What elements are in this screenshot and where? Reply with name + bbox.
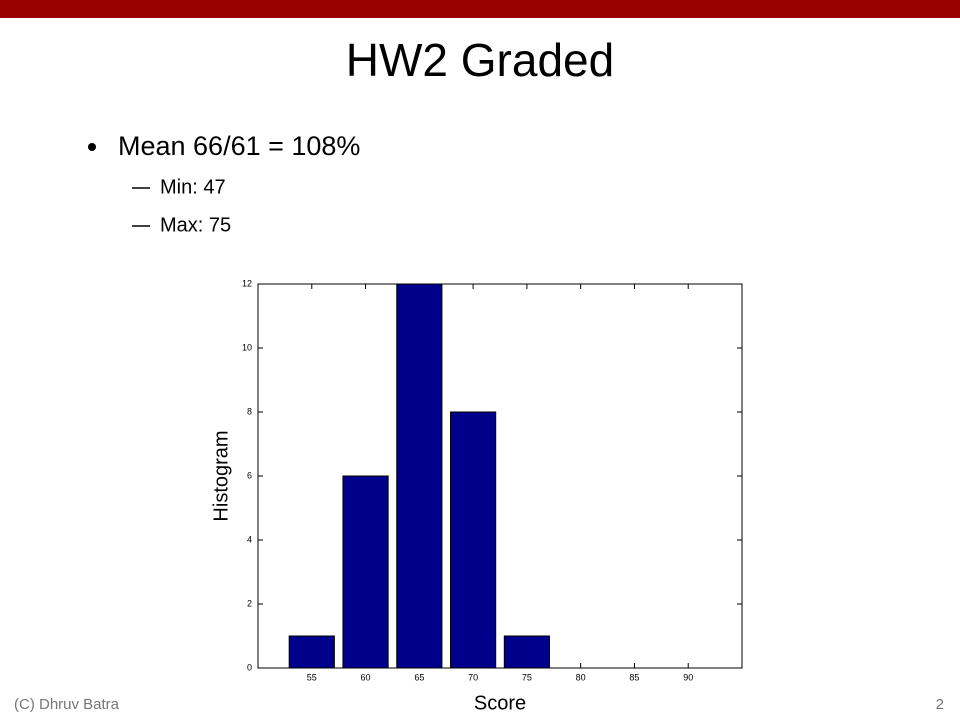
page-number: 2 <box>936 696 944 713</box>
sub-bullet: Min: 47 <box>160 176 226 198</box>
y-axis-label: Histogram <box>210 430 232 521</box>
x-tick-label: 70 <box>468 672 478 682</box>
slide-title: HW2 Graded <box>346 34 614 86</box>
y-tick-label: 0 <box>247 662 252 672</box>
x-tick-label: 85 <box>629 672 639 682</box>
x-tick-label: 80 <box>576 672 586 682</box>
y-tick-label: 12 <box>242 278 252 288</box>
y-tick-label: 8 <box>247 406 252 416</box>
bar <box>396 283 443 669</box>
bar <box>503 635 550 669</box>
sub-bullet: Max: 75 <box>160 214 231 236</box>
bar <box>288 635 335 669</box>
y-tick-label: 2 <box>247 598 252 608</box>
bullet-marker <box>88 143 96 151</box>
y-tick-label: 4 <box>247 534 252 544</box>
x-tick-label: 75 <box>522 672 532 682</box>
plot-frame <box>257 283 743 669</box>
bar <box>450 411 497 669</box>
bullet: Mean 66/61 = 108% <box>118 131 360 161</box>
x-tick-label: 55 <box>307 672 317 682</box>
footer: (C) Dhruv Batra <box>14 696 120 713</box>
x-tick-label: 60 <box>361 672 371 682</box>
y-tick-label: 10 <box>242 342 252 352</box>
bar <box>342 475 389 669</box>
x-axis-label: Score <box>474 692 526 714</box>
x-tick-label: 90 <box>683 672 693 682</box>
y-tick-label: 6 <box>247 470 252 480</box>
header-bar <box>0 0 960 18</box>
x-tick-label: 65 <box>414 672 424 682</box>
